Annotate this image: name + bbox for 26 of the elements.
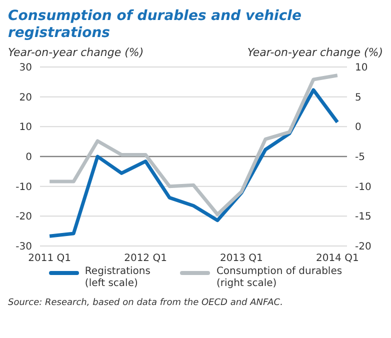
x-tick-label: 2014 Q1 (316, 253, 359, 264)
x-tick-label: 2013 Q1 (220, 253, 263, 264)
legend-label: Registrations (left scale) (84, 266, 150, 290)
line-series (48, 74, 340, 216)
y2-tick-label: -20 (355, 242, 372, 253)
line-series (48, 88, 340, 238)
y-tick-label: 20 (19, 92, 32, 104)
y2-tick-label: 10 (355, 62, 368, 74)
y2-tick-label: -10 (355, 182, 372, 193)
x-tick-label: 2012 Q1 (124, 253, 167, 264)
y2-axis-title: Year-on-year change (%) (247, 46, 383, 59)
y-tick-label: -10 (16, 182, 32, 193)
y-axis-title: Year-on-year change (%) (8, 46, 144, 59)
y2-tick-label: -5 (355, 152, 365, 164)
y-tick-label: 0 (26, 152, 32, 164)
legend-label: Consumption of durables (right scale) (216, 266, 342, 290)
y2-tick-label: 0 (355, 122, 362, 134)
y-tick-label: -30 (16, 242, 32, 253)
source-note: Source: Research, based on data from the OECD and ANFAC. (8, 298, 284, 308)
y-tick-label: 10 (19, 122, 32, 134)
x-tick-label: 2011 Q1 (28, 253, 72, 264)
y-tick-label: 30 (19, 62, 32, 74)
y2-tick-label: -15 (355, 212, 372, 223)
y-tick-label: -20 (16, 212, 32, 223)
y2-tick-label: 5 (355, 92, 362, 104)
chart-title: Consumption of durables and vehicle registrations (8, 8, 302, 42)
